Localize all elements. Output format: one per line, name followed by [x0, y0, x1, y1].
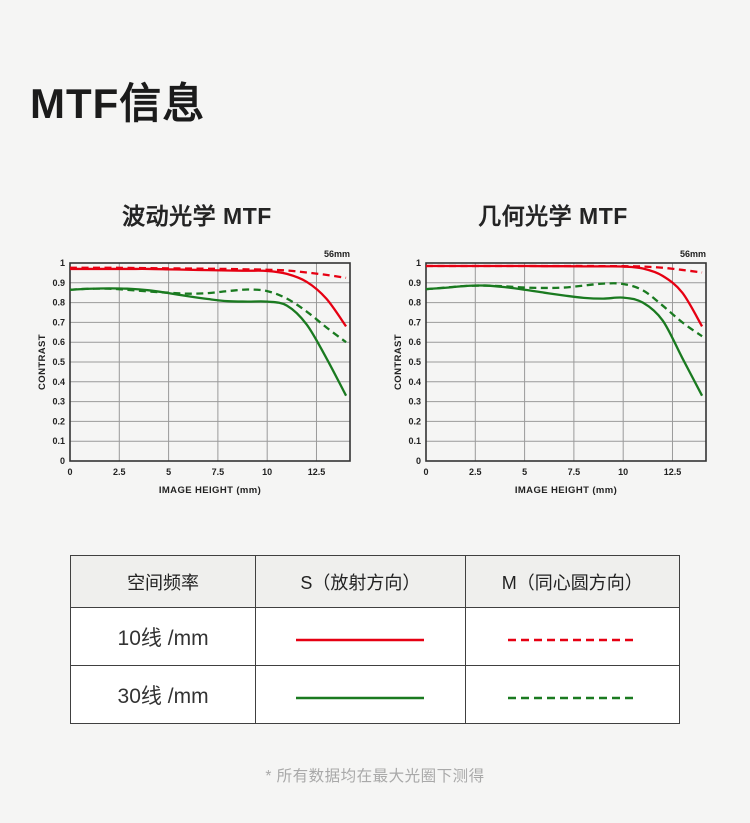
series-solid-S 30线/mm — [69, 287, 348, 397]
y-tick-label: 0 — [416, 456, 421, 466]
series-dashed-M 30线/mm — [69, 287, 347, 344]
red-solid-line-swatch — [294, 637, 426, 643]
series-solid-S 30线/mm — [425, 284, 704, 397]
y-tick-label: 0.2 — [52, 416, 65, 426]
series-solid-S 10线/mm — [70, 267, 347, 328]
x-tick-label: 7.5 — [568, 467, 581, 477]
y-tick-label: 0.8 — [408, 298, 421, 308]
y-tick-label: 1 — [416, 258, 421, 268]
spatial-frequency-legend-table: 空间频率 S（放射方向） M（同心圆方向） 10线 /mm 30线 /mm — [69, 555, 681, 724]
legend-line-swatch-svg — [296, 638, 425, 641]
y-tick-label: 0.4 — [408, 377, 421, 387]
y-axis-label: CONTRAST — [393, 334, 404, 390]
y-tick-label: 0.9 — [408, 278, 421, 288]
y-tick-label: 0.9 — [52, 278, 65, 288]
y-tick-label: 0.1 — [408, 436, 421, 446]
geometric-optics-chart-title: 几何光学 MTF — [478, 203, 628, 229]
legend-line-swatch-svg — [508, 638, 637, 641]
legend-line-swatch-svg — [296, 696, 425, 699]
geometric-optics-mtf-chart: 00.10.20.30.40.50.60.70.80.910 2.5 5 7.5 10 1… — [393, 249, 707, 496]
y-tick-label: 0 — [60, 456, 65, 466]
footnote: * 所有数据均在最大光圈下测得 — [265, 768, 485, 785]
y-tick-label: 0.4 — [52, 377, 65, 387]
x-tick-label: 12.5 — [308, 467, 326, 477]
legend-row-30lines: 30线 /mm — [69, 665, 681, 724]
y-tick-label: 0.3 — [408, 397, 421, 407]
wave-optics-mtf-chart: 00.10.20.30.40.50.60.70.80.910 2.5 5 7.5 10 1… — [37, 249, 351, 496]
y-tick-label: 0.6 — [52, 337, 65, 347]
wave-optics-mtf-block: 波动光学 MTF 0 0.1 0.2 0.3 0.4 0.5 0.6 0.7 0.8 0.9 1 0 2… — [36, 197, 358, 507]
series-dashed-M 10线/mm — [425, 264, 703, 274]
legend-row-10lines: 10线 /mm — [69, 607, 681, 666]
x-tick-label: 7.5 — [212, 467, 225, 477]
focal-length-label: 56mm — [680, 249, 706, 259]
plot-frame — [69, 262, 351, 462]
geometric-optics-mtf-block: 几何光学 MTF 0 0.1 0.2 0.3 0.4 0.5 0.6 0.7 0.8 0.9 1 0 2… — [392, 197, 714, 507]
legend-header-row: 空间频率 S（放射方向） M（同心圆方向） — [69, 555, 681, 608]
y-tick-label: 0.2 — [408, 416, 421, 426]
red-dashed-line-swatch — [506, 637, 638, 643]
y-tick-label: 0.8 — [52, 298, 65, 308]
x-tick-label: 10 — [618, 467, 628, 477]
wave-optics-chart-title: 波动光学 MTF — [122, 203, 272, 229]
series-dashed-M 30线/mm — [425, 282, 703, 338]
header-meridional: M（同心圆方向） — [464, 555, 681, 608]
y-tick-label: 0.7 — [52, 317, 65, 327]
x-tick-label: 10 — [262, 467, 272, 477]
y-tick-label: 0.5 — [408, 357, 421, 367]
green-dashed-line-swatch — [506, 695, 638, 701]
y-tick-label: 0.3 — [52, 397, 65, 407]
x-tick-label: 2.5 — [469, 467, 482, 477]
x-tick-label: 2.5 — [113, 467, 126, 477]
focal-length-label: 56mm — [324, 249, 350, 259]
y-tick-label: 1 — [60, 258, 65, 268]
charts-row: 波动光学 MTF 0 0.1 0.2 0.3 0.4 0.5 0.6 0.7 0.8 0.9 1 0 2… — [0, 197, 750, 507]
legend-label-30lines: 30线 /mm — [69, 665, 257, 724]
x-tick-label: 5 — [522, 467, 527, 477]
y-axis-label: CONTRAST — [37, 334, 48, 390]
y-tick-label: 0.1 — [52, 436, 65, 446]
y-tick-label: 0.5 — [52, 357, 65, 367]
series-dashed-M 10线/mm — [70, 266, 347, 279]
plot-frame — [425, 262, 707, 462]
x-tick-label: 0 — [67, 467, 72, 477]
page-title: MTF信息 — [30, 80, 206, 127]
y-tick-label: 0.6 — [408, 337, 421, 347]
x-axis-label: IMAGE HEIGHT (mm) — [159, 485, 261, 496]
header-sagittal: S（放射方向） — [255, 555, 466, 608]
x-tick-label: 0 — [423, 467, 428, 477]
legend-line-swatch-svg — [508, 696, 637, 699]
legend-label-10lines: 10线 /mm — [69, 607, 257, 666]
header-spatial-frequency: 空间频率 — [69, 555, 257, 608]
y-tick-label: 0.7 — [408, 317, 421, 327]
x-axis-label: IMAGE HEIGHT (mm) — [515, 485, 617, 496]
green-solid-line-swatch — [294, 695, 426, 701]
x-tick-label: 5 — [166, 467, 171, 477]
x-tick-label: 12.5 — [664, 467, 682, 477]
